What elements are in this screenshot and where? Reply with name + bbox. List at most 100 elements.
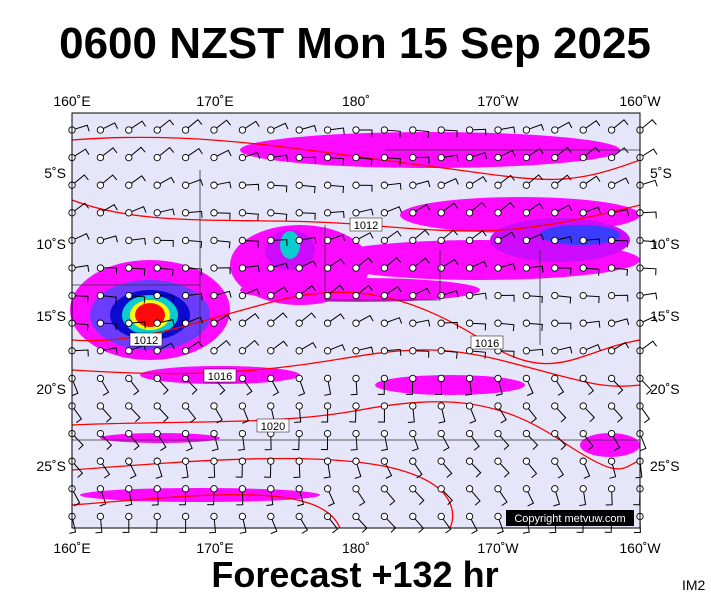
barb bbox=[414, 463, 423, 479]
barb-station bbox=[238, 236, 247, 245]
barb-station bbox=[380, 347, 389, 355]
barb-station bbox=[210, 402, 218, 410]
barb bbox=[216, 339, 231, 350]
barb-station bbox=[522, 347, 531, 355]
barb bbox=[150, 519, 158, 533]
barb-station bbox=[125, 153, 133, 162]
barb-station bbox=[323, 374, 332, 383]
barb bbox=[585, 407, 596, 423]
barb-station bbox=[437, 153, 445, 162]
barb bbox=[330, 184, 345, 193]
lon-label: 160˚E bbox=[53, 93, 90, 109]
isobar-labels: 1012 1012 1016 1016 1020 bbox=[129, 217, 504, 433]
barb-station bbox=[494, 512, 502, 521]
barb-station bbox=[409, 402, 417, 410]
copyright-box bbox=[506, 510, 634, 526]
forecast-label: Forecast +132 hr bbox=[211, 554, 498, 595]
barb bbox=[501, 350, 515, 358]
barb-station bbox=[125, 209, 133, 217]
barb bbox=[244, 312, 260, 322]
barb bbox=[301, 312, 317, 322]
barb bbox=[328, 491, 335, 507]
barb-station bbox=[210, 291, 218, 300]
barb-station bbox=[295, 347, 303, 355]
barb-station bbox=[267, 347, 275, 355]
barb-station bbox=[125, 457, 133, 465]
barb-station bbox=[125, 181, 133, 189]
barb bbox=[102, 435, 113, 450]
barb bbox=[613, 408, 623, 423]
barb-station bbox=[437, 485, 445, 493]
barb-station bbox=[579, 485, 587, 493]
barb-station bbox=[437, 429, 445, 438]
barb bbox=[465, 381, 473, 396]
barb bbox=[585, 146, 600, 156]
barb-station bbox=[210, 264, 218, 272]
barb bbox=[301, 260, 317, 268]
barb-station bbox=[125, 291, 133, 300]
barb bbox=[386, 490, 396, 506]
barb bbox=[245, 288, 261, 296]
barb-station bbox=[579, 153, 587, 162]
barb-station bbox=[522, 126, 531, 134]
barb-station bbox=[579, 374, 587, 383]
barb bbox=[387, 182, 402, 190]
barb bbox=[472, 350, 487, 359]
barb-station bbox=[494, 485, 502, 493]
barb bbox=[499, 463, 510, 478]
barb-station bbox=[210, 126, 218, 134]
barb-station bbox=[494, 319, 502, 327]
barb bbox=[125, 491, 133, 507]
barb bbox=[442, 463, 453, 478]
barb bbox=[614, 209, 630, 217]
barb-station bbox=[323, 429, 332, 438]
barb bbox=[412, 436, 419, 452]
barb bbox=[160, 208, 175, 216]
barb-station bbox=[267, 153, 275, 162]
barb bbox=[386, 230, 402, 239]
barb-station bbox=[295, 181, 303, 189]
barb-station bbox=[125, 402, 133, 410]
barb-station bbox=[551, 264, 559, 272]
barb-station bbox=[153, 347, 161, 355]
barb-station bbox=[295, 512, 303, 521]
barb bbox=[556, 174, 572, 184]
barb bbox=[159, 380, 169, 395]
barb bbox=[415, 156, 430, 164]
barb bbox=[472, 292, 487, 300]
barb bbox=[579, 491, 587, 507]
barb-station bbox=[551, 236, 559, 245]
copyright: Copyright metvuw.com bbox=[514, 513, 625, 525]
barb bbox=[273, 184, 288, 193]
barb-station bbox=[323, 485, 332, 493]
barb-station bbox=[96, 181, 105, 189]
barb-station bbox=[437, 347, 445, 355]
lon-label: 180˚ bbox=[342, 540, 370, 556]
barb-station bbox=[352, 347, 360, 355]
barb bbox=[359, 346, 374, 354]
barb-station bbox=[125, 126, 133, 134]
barb-station bbox=[181, 126, 190, 134]
barb bbox=[242, 408, 249, 424]
lat-label: 25˚S bbox=[36, 458, 66, 474]
barb bbox=[387, 206, 403, 213]
barb-station bbox=[437, 457, 445, 465]
barb bbox=[350, 436, 358, 451]
barb-station bbox=[352, 291, 360, 300]
barb-station bbox=[465, 236, 474, 245]
barb-station bbox=[267, 236, 275, 245]
barb bbox=[69, 519, 77, 534]
barb-station bbox=[437, 126, 445, 134]
barb bbox=[103, 295, 117, 304]
barb bbox=[415, 180, 431, 188]
barb-station bbox=[181, 291, 190, 300]
barb bbox=[613, 119, 629, 129]
barb bbox=[584, 380, 595, 396]
barb bbox=[641, 408, 651, 424]
barb bbox=[354, 464, 362, 479]
barb bbox=[415, 350, 430, 358]
barb bbox=[527, 491, 535, 507]
barb bbox=[329, 518, 339, 534]
